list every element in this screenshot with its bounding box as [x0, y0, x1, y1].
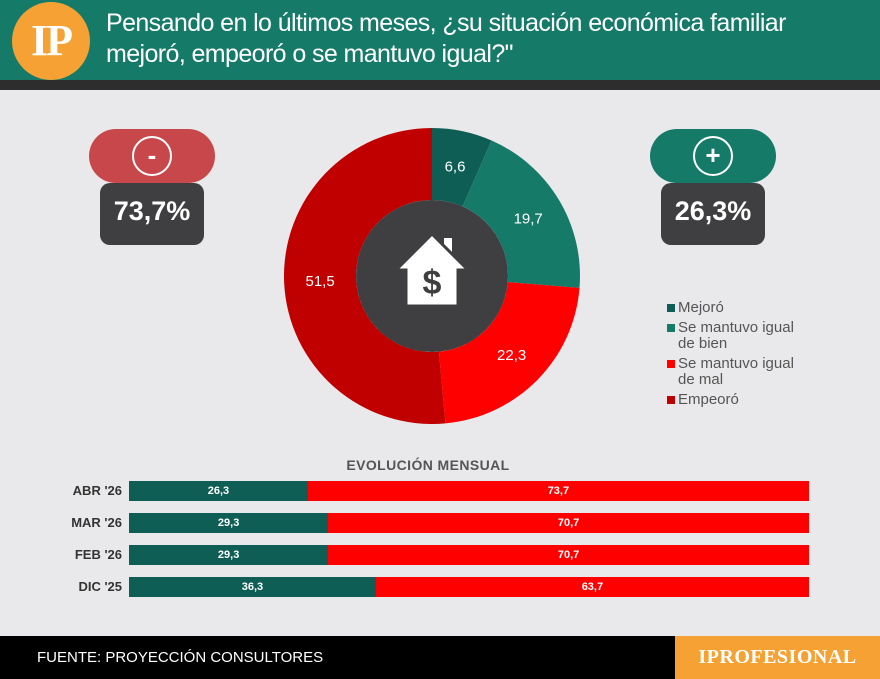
evolution-bar-segment: 70,7: [328, 545, 809, 565]
slice-label: 19,7: [514, 211, 543, 228]
legend-label-line: de bien: [678, 335, 728, 352]
donut-chart: 6,6 19,7 22,3 51,5 $: [284, 128, 580, 424]
plus-icon: +: [693, 136, 733, 176]
evolution-bar-segment: 63,7: [375, 577, 809, 597]
evolution-row-label: FEB '26: [74, 547, 122, 562]
evolution-row: FEB '26 29,3 70,7: [60, 545, 820, 565]
footer: FUENTE: PROYECCIÓN CONSULTORES IPROFESIO…: [0, 636, 880, 679]
evolution-bar: 29,3 70,7: [129, 545, 809, 565]
evolution-bar-segment: 29,3: [129, 513, 329, 533]
evolution-row-label: DIC '25: [78, 579, 122, 594]
evolution-row: DIC '25 36,3 63,7: [60, 577, 820, 597]
evolution-bar: 36,3 63,7: [129, 577, 809, 597]
evolution-row: MAR '26 29,3 70,7: [60, 513, 820, 533]
legend-label-line: Se mantuvo igual: [678, 319, 794, 336]
slice-label: 6,6: [445, 158, 466, 175]
house-dollar-icon: $: [392, 231, 472, 308]
donut-slice: [462, 140, 580, 288]
legend-swatch: [667, 304, 675, 312]
legend-label: Mejoró: [678, 300, 818, 316]
legend-label: Se mantuvo igual de mal: [678, 356, 818, 388]
legend-label-line: Empeoró: [678, 391, 739, 408]
evolution-bar-segment: 73,7: [307, 481, 809, 501]
chart-legend: Mejoró Se mantuvo igual de bien Se mantuvo …: [667, 300, 867, 412]
negative-badge: -: [89, 129, 215, 183]
legend-label-line: de mal: [678, 371, 724, 388]
evolution-bar-segment: 29,3: [129, 545, 329, 565]
legend-label-line: Mejoró: [678, 299, 724, 316]
header-bar: IP Pensando en lo últimos meses, ¿su sit…: [0, 0, 880, 80]
legend-swatch: [667, 324, 675, 332]
evolution-row-label: MAR '26: [71, 515, 122, 530]
page-title: Pensando en lo últimos meses, ¿su situac…: [106, 9, 786, 68]
header-divider: [0, 80, 880, 90]
legend-item: Empeoró: [667, 392, 867, 408]
legend-item: Mejoró: [667, 300, 867, 316]
evolution-bar: 29,3 70,7: [129, 513, 809, 533]
donut-slice: [432, 128, 492, 207]
slice-label: 51,5: [306, 273, 335, 290]
legend-label: Empeoró: [678, 392, 818, 408]
slice-label: 22,3: [497, 347, 526, 364]
negative-total: 73,7%: [100, 183, 204, 245]
donut-slice: [438, 282, 580, 424]
evolution-row-label: ABR '26: [72, 483, 122, 498]
minus-icon: -: [132, 136, 172, 176]
legend-label-line: Se mantuvo igual: [678, 355, 794, 372]
evolution-row: ABR '26 26,3 73,7: [60, 481, 820, 501]
positive-total: 26,3%: [661, 183, 765, 245]
brand-logo: IPROFESIONAL: [675, 636, 880, 679]
evolution-title: EVOLUCIÓN MENSUAL: [346, 457, 510, 473]
donut-slice: [284, 128, 446, 424]
legend-label: Se mantuvo igual de bien: [678, 320, 818, 352]
evolution-bar-segment: 26,3: [129, 481, 308, 501]
legend-swatch: [667, 396, 675, 404]
evolution-bar-segment: 36,3: [129, 577, 376, 597]
source-text: FUENTE: PROYECCIÓN CONSULTORES: [37, 649, 324, 666]
evolution-bar: 26,3 73,7: [129, 481, 809, 501]
evolution-bar-segment: 70,7: [328, 513, 809, 533]
svg-text:$: $: [423, 264, 442, 302]
legend-item: Se mantuvo igual de bien: [667, 320, 867, 352]
ip-logo: IP: [12, 2, 90, 80]
legend-swatch: [667, 360, 675, 368]
positive-badge: +: [650, 129, 776, 183]
legend-item: Se mantuvo igual de mal: [667, 356, 867, 388]
